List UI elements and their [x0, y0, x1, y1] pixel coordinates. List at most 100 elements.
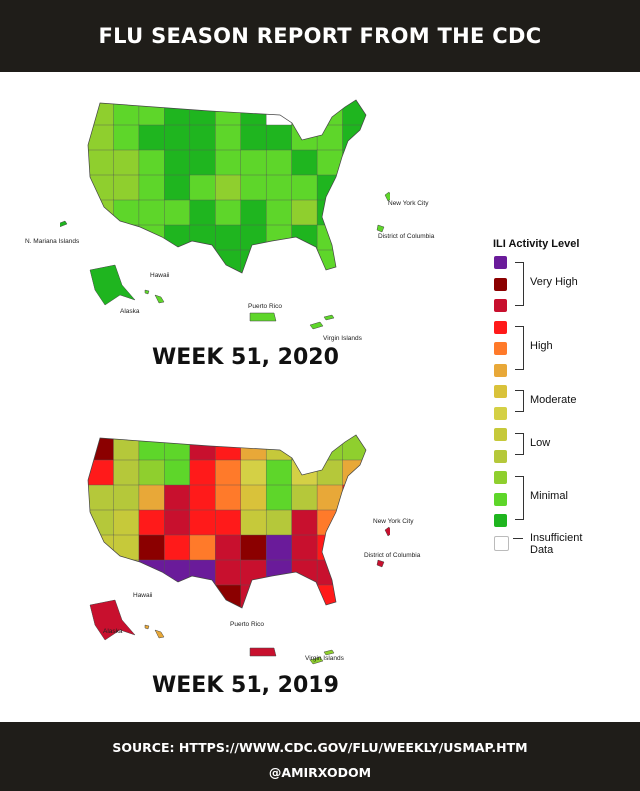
- state-region: [240, 124, 267, 151]
- us-outline: [87, 99, 367, 274]
- state-region: [291, 584, 318, 608]
- state-region: [189, 534, 216, 561]
- state-region: [291, 224, 318, 251]
- state-region: [113, 484, 140, 511]
- state-region: [265, 100, 293, 126]
- state-region: [215, 174, 242, 201]
- state-region: [342, 149, 366, 176]
- state-region: [342, 459, 366, 486]
- state-region: [164, 100, 191, 126]
- state-region: [88, 224, 115, 251]
- state-region: [113, 149, 140, 176]
- legend-high: High: [530, 340, 553, 352]
- state-region: [189, 559, 216, 586]
- legend-swatch: [494, 428, 507, 441]
- state-region: [342, 509, 366, 536]
- state-region: [113, 224, 140, 251]
- state-region: [342, 224, 366, 251]
- bracket: [515, 262, 524, 306]
- state-region: [164, 435, 191, 461]
- state-region: [265, 509, 293, 536]
- state-region: [138, 224, 166, 251]
- state-region: [189, 199, 216, 226]
- us-map-2019: [87, 434, 390, 665]
- legend-low: Low: [530, 437, 551, 449]
- state-region: [215, 559, 242, 586]
- state-region: [240, 584, 267, 608]
- state-region: [265, 534, 293, 561]
- state-region: [265, 124, 293, 151]
- label-pr-2019: Puerto Rico: [230, 621, 264, 628]
- state-region: [342, 249, 366, 273]
- state-region: [164, 124, 191, 151]
- state-region: [189, 149, 216, 176]
- state-region: [342, 124, 366, 151]
- state-region: [265, 459, 293, 486]
- nyc-shape: [384, 526, 390, 537]
- state-region: [316, 559, 344, 586]
- state-region: [265, 249, 293, 273]
- state-region: [240, 534, 267, 561]
- state-region: [138, 124, 166, 151]
- state-region: [138, 100, 166, 126]
- state-region: [265, 584, 293, 608]
- state-region: [291, 249, 318, 273]
- header-title: FLU SEASON REPORT FROM THE CDC: [0, 0, 640, 72]
- state-region: [113, 199, 140, 226]
- dc-shape: [376, 224, 385, 233]
- state-region: [316, 249, 344, 273]
- alaska-shape: [89, 264, 136, 306]
- state-region: [291, 484, 318, 511]
- state-region: [240, 249, 267, 273]
- state-region: [164, 459, 191, 486]
- n-mariana-islands-shape: [60, 220, 68, 228]
- source-text: SOURCE: HTTPS://WWW.CDC.GOV/FLU/WEEKLY/U…: [112, 740, 528, 755]
- state-region: [291, 509, 318, 536]
- state-region: [113, 459, 140, 486]
- state-region: [316, 584, 344, 608]
- dc-shape: [376, 559, 385, 568]
- legend-title: ILI Activity Level: [493, 238, 580, 250]
- bracket: [515, 390, 524, 412]
- dash: [513, 538, 523, 539]
- state-region: [138, 534, 166, 561]
- legend-swatch: [494, 471, 507, 484]
- state-region: [88, 484, 115, 511]
- state-region: [113, 124, 140, 151]
- legend-swatch: [494, 277, 507, 291]
- label-pr: Puerto Rico: [248, 303, 282, 310]
- state-region: [113, 174, 140, 201]
- state-region: [189, 459, 216, 486]
- state-region: [316, 459, 344, 486]
- nyc-shape: [384, 191, 390, 202]
- state-region: [265, 484, 293, 511]
- state-region: [138, 484, 166, 511]
- legend-swatch: [494, 449, 507, 463]
- state-region: [138, 435, 166, 461]
- legend-insufficient: Insufficient Data: [530, 532, 583, 556]
- legend-very-high: Very High: [530, 276, 578, 288]
- state-region: [189, 174, 216, 201]
- state-region: [189, 509, 216, 536]
- state-region: [215, 509, 242, 536]
- footer: SOURCE: HTTPS://WWW.CDC.GOV/FLU/WEEKLY/U…: [0, 722, 640, 791]
- state-region: [291, 199, 318, 226]
- label-nyc: New York City: [388, 200, 429, 207]
- label-vi-2019: Virgin Islands: [305, 655, 344, 662]
- legend-minimal: Minimal: [530, 490, 568, 502]
- state-region: [240, 509, 267, 536]
- legend-swatch: [494, 492, 507, 506]
- state-region: [342, 199, 366, 226]
- state-region: [342, 174, 366, 201]
- state-region: [291, 559, 318, 586]
- bracket: [515, 433, 524, 455]
- legend-swatch: [494, 299, 507, 312]
- state-region: [88, 459, 115, 486]
- bracket: [515, 326, 524, 370]
- state-region: [316, 435, 344, 461]
- state-region: [113, 509, 140, 536]
- state-region: [189, 224, 216, 251]
- state-region: [291, 149, 318, 176]
- state-region: [215, 199, 242, 226]
- state-region: [342, 559, 366, 586]
